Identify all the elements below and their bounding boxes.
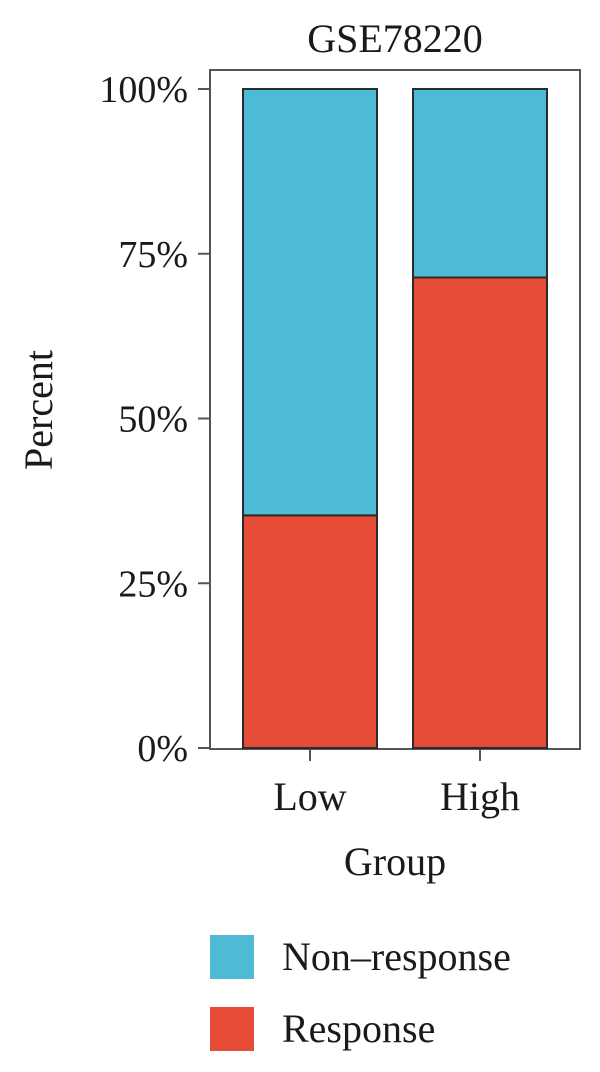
legend-label: Non–response	[282, 934, 511, 979]
legend-swatch	[210, 1007, 254, 1051]
chart-title: GSE78220	[307, 16, 483, 61]
y-tick-label: 50%	[118, 399, 188, 441]
y-tick-label: 75%	[118, 234, 188, 276]
y-tick-label: 100%	[99, 69, 188, 111]
x-axis-label: Group	[344, 839, 446, 884]
y-axis: 0% 25% 50% 75% 100%	[99, 69, 210, 770]
x-axis: Low High	[273, 749, 520, 819]
legend: Non–response Response	[210, 934, 511, 1051]
x-tick-label: High	[440, 774, 520, 819]
legend-swatch	[210, 935, 254, 979]
x-tick-label: Low	[273, 774, 346, 819]
bar-high-non-response	[412, 88, 548, 279]
bar-high-response	[412, 276, 548, 749]
bars-layer	[242, 88, 548, 749]
bar-low-non-response	[242, 88, 378, 517]
y-tick-label: 0%	[137, 728, 188, 770]
bar-low-response	[242, 514, 378, 749]
y-tick-label: 25%	[118, 563, 188, 605]
legend-label: Response	[282, 1006, 435, 1051]
y-axis-label: Percent	[16, 350, 61, 470]
